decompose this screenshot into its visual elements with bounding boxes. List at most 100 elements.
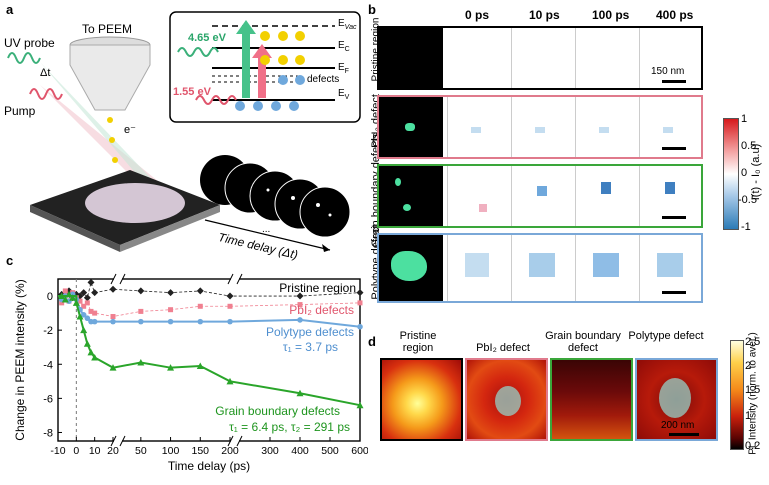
pl-label: Polytype defect: [628, 330, 704, 342]
dots-label: ...: [262, 224, 271, 235]
data-point: [84, 315, 91, 322]
energy-high-label: 4.65 eV: [188, 32, 226, 44]
pl-map-pristine: [380, 358, 463, 441]
data-point: [296, 389, 304, 397]
col-header: 0 ps: [465, 8, 490, 22]
axis-break-mark: [227, 273, 234, 285]
panel-d: Pristine region PbI₂ defect Grain bounda…: [368, 330, 769, 480]
data-point: [76, 292, 84, 300]
colorbar-b-tick: 1: [741, 113, 748, 125]
data-point: [296, 292, 304, 300]
scalebar-label: 150 nm: [651, 66, 685, 77]
pl-map-polytype: 200 nm: [635, 358, 718, 441]
pl-label: PbI₂ defect: [476, 342, 530, 354]
annotation-gb: Grain boundary defects: [215, 404, 340, 418]
data-point: [137, 359, 145, 366]
data-point: [110, 318, 116, 325]
data-point: [83, 340, 91, 347]
panel-a: UV probe Δt Pump To PEEM e⁻ 4.65 eV 1.55…: [0, 0, 365, 262]
data-point: [87, 278, 95, 286]
data-point: [65, 290, 73, 298]
data-point: [109, 364, 117, 371]
colorbar-d-tick: 1.5: [745, 384, 761, 396]
x-tick-label: 500: [321, 445, 339, 457]
axis-break: [114, 275, 122, 283]
data-point: [196, 287, 204, 295]
data-point: [80, 326, 88, 334]
data-point: [138, 318, 144, 325]
data-point: [356, 401, 364, 409]
colorbar-b-tick: 0: [741, 167, 748, 179]
x-tick-label: 0: [73, 445, 79, 457]
scalebar: [662, 216, 686, 219]
data-point: [297, 302, 303, 308]
level-c-label: EC: [338, 40, 350, 53]
panel-c: 0 -2 -4 -6 -8 -10 0 10 20 50 100 150 200 300 400 500 600…: [0, 253, 369, 480]
data-point: [84, 300, 90, 306]
data-point: [88, 308, 94, 314]
data-point: [58, 292, 66, 300]
data-point: [81, 303, 87, 309]
data-point: [110, 314, 116, 320]
axis-break-mark: [236, 273, 243, 285]
colorbar-b-tick: 0.5: [741, 140, 757, 152]
pl-image: [379, 166, 443, 226]
uv-probe-label: UV probe: [4, 36, 55, 50]
data-point: [91, 318, 98, 325]
data-point: [80, 289, 88, 297]
x-tick-label: 50: [135, 445, 147, 457]
experiment-schematic: [7, 11, 361, 252]
x-tick-label: 100: [162, 445, 180, 457]
image-row-pbi2: [377, 95, 703, 159]
image-row-pristine: 150 nm: [377, 26, 703, 90]
colorbar-d-tick: 1: [745, 410, 752, 422]
data-point: [69, 294, 77, 301]
colorbar-d-tick: 2: [745, 360, 752, 372]
col-header: 400 ps: [656, 8, 694, 22]
data-point: [62, 288, 68, 294]
pl-image: [379, 235, 443, 301]
data-point: [226, 292, 234, 300]
x-tick-label: 300: [261, 445, 279, 457]
panel-label-d: d: [368, 334, 376, 349]
axis-break: [114, 437, 122, 445]
data-point: [227, 318, 233, 325]
image-row-polytype: [377, 233, 703, 303]
data-point: [59, 300, 65, 306]
level-vac-label: EVac: [338, 18, 357, 31]
energy-low-label: 1.55 eV: [173, 86, 211, 98]
pl-image: [379, 28, 443, 88]
scalebar: [662, 291, 686, 294]
axis-break-mark: [119, 435, 126, 447]
data-point: [61, 295, 69, 303]
colorbar-b-label: I(t) - I₀ (a.u): [750, 143, 762, 201]
axis-break: [231, 437, 239, 445]
data-point: [167, 318, 174, 325]
y-tick-label: -4: [43, 359, 53, 371]
x-axis-label: Time delay (ps): [168, 459, 250, 473]
data-point: [76, 313, 84, 320]
data-point: [197, 303, 203, 309]
data-point: [77, 298, 83, 304]
image-row-gb: [377, 164, 703, 228]
panel-label-b: b: [368, 2, 376, 17]
data-point: [138, 308, 144, 314]
scalebar: [662, 80, 686, 83]
y-tick-label: -8: [43, 427, 53, 439]
axis-break-mark: [236, 435, 243, 447]
data-point: [226, 377, 234, 385]
data-point: [357, 323, 363, 330]
scalebar-d-label: 200 nm: [661, 420, 695, 431]
panel-b: 0 ps 10 ps 100 ps 400 ps Pristine region…: [368, 0, 769, 310]
axis-break-mark: [119, 273, 126, 285]
plot-frame: [57, 278, 361, 442]
to-peem-label: To PEEM: [82, 22, 133, 36]
annotation-pristine: Pristine region: [279, 281, 356, 295]
y-tick-label: 0: [47, 291, 53, 303]
y-tick-label: -2: [43, 325, 53, 337]
series-line: [61, 289, 361, 317]
pl-map-pbi2: [465, 358, 548, 441]
data-point: [109, 285, 117, 293]
data-point: [87, 348, 95, 356]
colorbar-b-tick: -1: [741, 221, 751, 233]
